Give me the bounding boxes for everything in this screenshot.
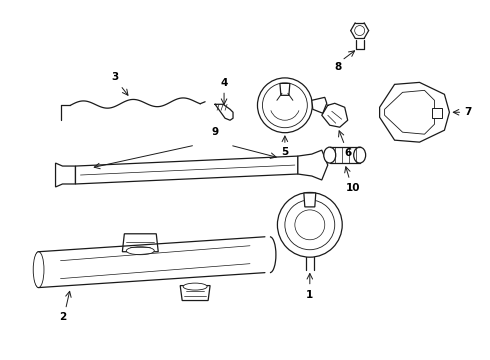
Text: 3: 3 — [112, 72, 119, 82]
Ellipse shape — [285, 200, 335, 250]
Ellipse shape — [295, 210, 325, 240]
Text: 2: 2 — [59, 312, 66, 323]
Text: 4: 4 — [220, 78, 228, 88]
Text: 10: 10 — [345, 183, 360, 193]
Text: 9: 9 — [212, 127, 219, 137]
Ellipse shape — [33, 252, 44, 288]
Ellipse shape — [324, 147, 336, 163]
Text: 7: 7 — [465, 107, 472, 117]
Polygon shape — [312, 97, 327, 113]
Text: 1: 1 — [306, 289, 314, 300]
Bar — [433, 108, 442, 118]
Text: 8: 8 — [334, 62, 342, 72]
Text: 6: 6 — [344, 148, 351, 158]
Ellipse shape — [263, 83, 307, 128]
Ellipse shape — [355, 26, 365, 36]
Ellipse shape — [277, 193, 342, 257]
Polygon shape — [280, 84, 290, 95]
Polygon shape — [75, 156, 298, 184]
Ellipse shape — [354, 147, 366, 163]
Polygon shape — [55, 163, 75, 187]
Polygon shape — [304, 193, 316, 207]
Ellipse shape — [257, 78, 312, 133]
Polygon shape — [180, 285, 210, 301]
Polygon shape — [380, 82, 449, 142]
Polygon shape — [298, 150, 328, 180]
Polygon shape — [385, 90, 435, 134]
Ellipse shape — [126, 247, 154, 255]
Polygon shape — [122, 234, 158, 252]
Text: 5: 5 — [281, 147, 289, 157]
Ellipse shape — [183, 283, 207, 290]
